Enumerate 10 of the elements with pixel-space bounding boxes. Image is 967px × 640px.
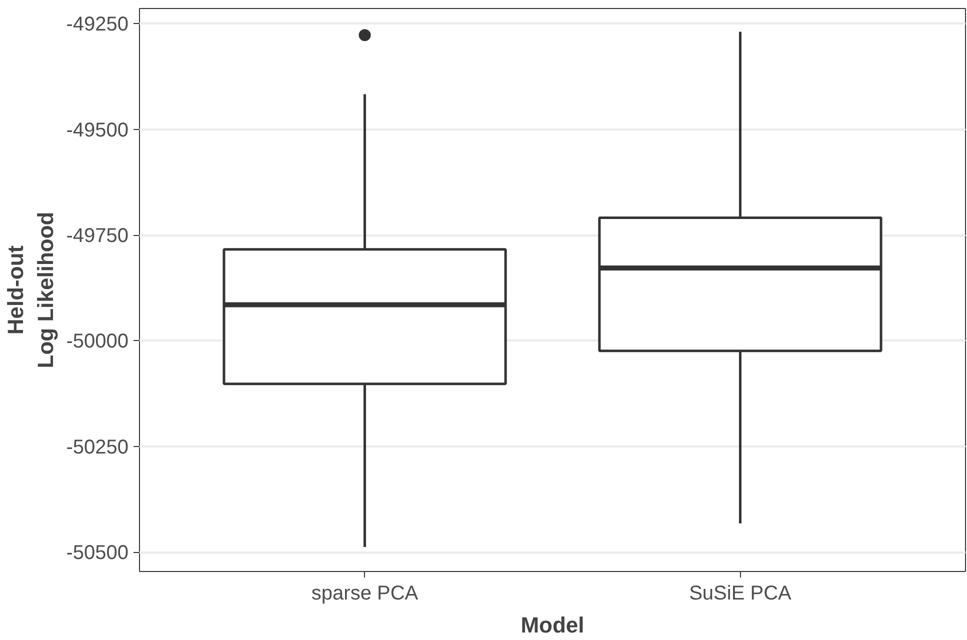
y-tick-label: -49250 <box>66 14 129 36</box>
y-tick-label: -50500 <box>66 542 129 564</box>
x-tick-label: SuSiE PCA <box>689 582 792 604</box>
y-tick-label: -50250 <box>66 436 129 458</box>
y-axis-title: Held-out Log Likelihood <box>3 212 58 368</box>
x-axis-title: Model <box>520 612 584 638</box>
y-tick-label: -50000 <box>66 330 129 353</box>
y-tick-label: -49500 <box>66 119 129 142</box>
x-tick-label: sparse PCA <box>311 582 419 604</box>
y-tick-label: -49750 <box>66 225 129 248</box>
